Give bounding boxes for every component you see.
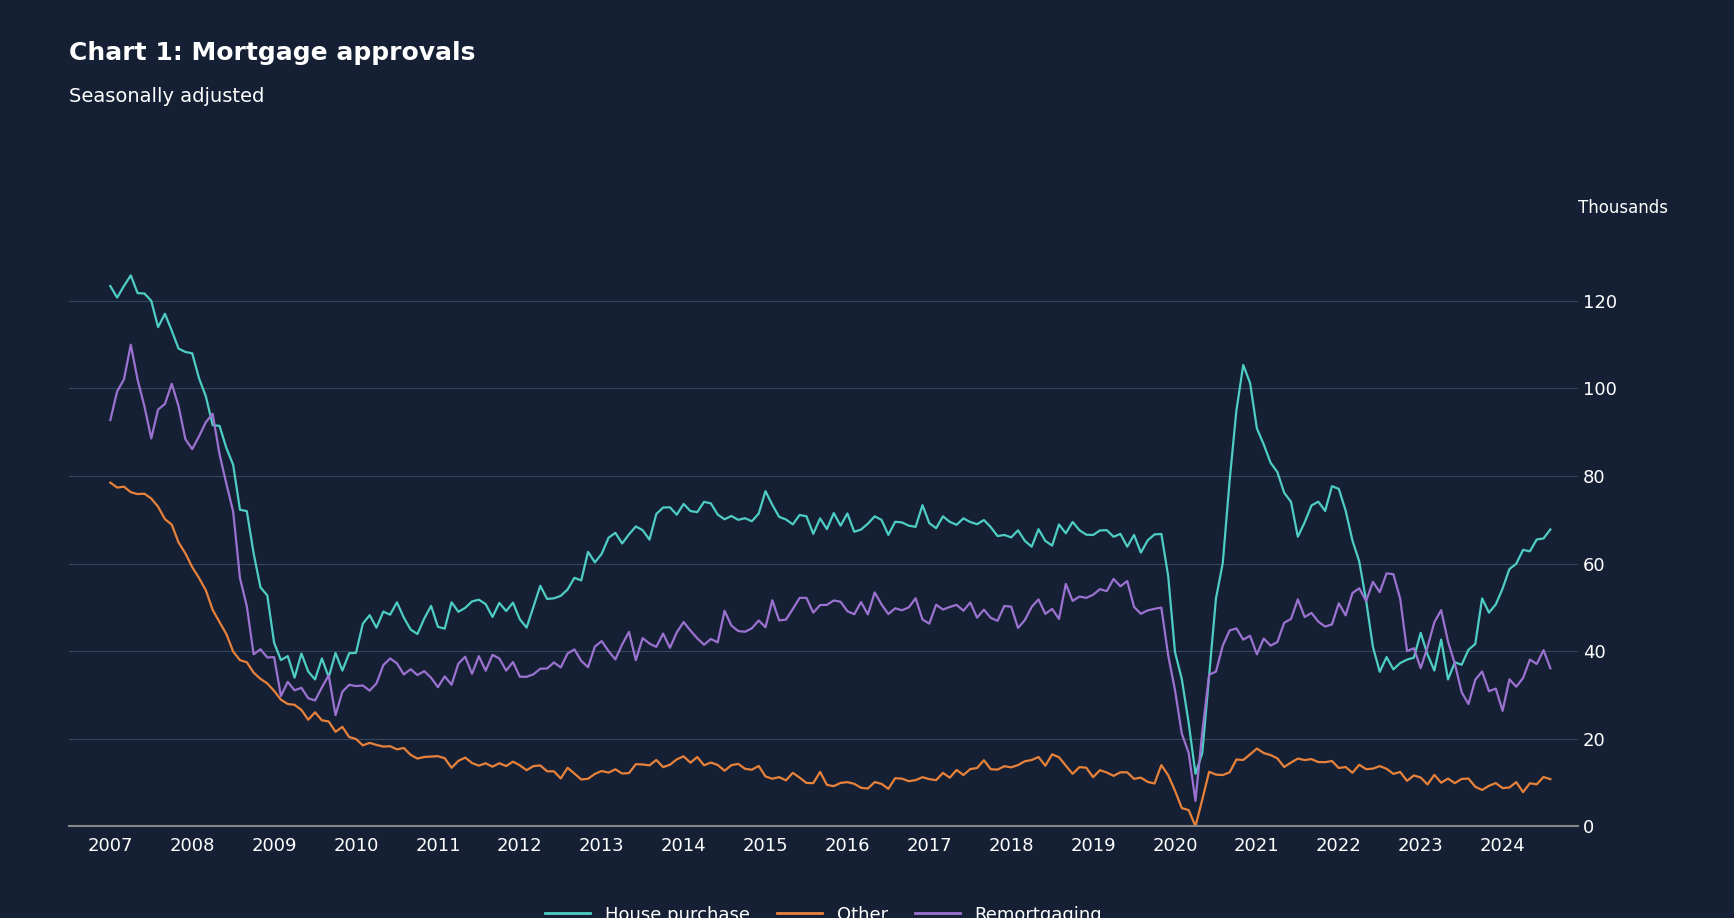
- Remortgaging: [101, 415, 121, 426]
- Line: House purchase: House purchase: [111, 275, 1550, 774]
- House purchase: [1540, 524, 1561, 535]
- House purchase: [1184, 768, 1205, 779]
- Other: [1124, 773, 1144, 784]
- Remortgaging: [803, 607, 824, 618]
- Text: Seasonally adjusted: Seasonally adjusted: [69, 87, 265, 106]
- House purchase: [101, 281, 121, 292]
- House purchase: [803, 529, 824, 540]
- Other: [1540, 774, 1561, 785]
- Other: [1165, 785, 1186, 796]
- House purchase: [120, 270, 140, 281]
- Remortgaging: [120, 340, 140, 351]
- Text: Chart 1: Mortgage approvals: Chart 1: Mortgage approvals: [69, 41, 475, 65]
- Other: [101, 477, 121, 488]
- Legend: House purchase, Other, Remortgaging: House purchase, Other, Remortgaging: [538, 899, 1110, 918]
- Other: [1184, 821, 1205, 832]
- Remortgaging: [217, 478, 238, 489]
- Remortgaging: [182, 443, 203, 454]
- House purchase: [1172, 674, 1193, 685]
- Remortgaging: [1184, 795, 1205, 806]
- Remortgaging: [1172, 728, 1193, 739]
- Line: Remortgaging: Remortgaging: [111, 345, 1550, 800]
- House purchase: [182, 348, 203, 359]
- Other: [796, 778, 817, 789]
- Line: Other: Other: [111, 483, 1550, 826]
- Other: [175, 548, 196, 559]
- Remortgaging: [1349, 583, 1370, 594]
- Text: Thousands: Thousands: [1578, 199, 1668, 218]
- Other: [1342, 767, 1363, 778]
- Remortgaging: [1540, 663, 1561, 674]
- Remortgaging: [1131, 609, 1151, 620]
- Other: [210, 617, 231, 628]
- House purchase: [1131, 547, 1151, 558]
- House purchase: [217, 442, 238, 453]
- House purchase: [1349, 556, 1370, 567]
